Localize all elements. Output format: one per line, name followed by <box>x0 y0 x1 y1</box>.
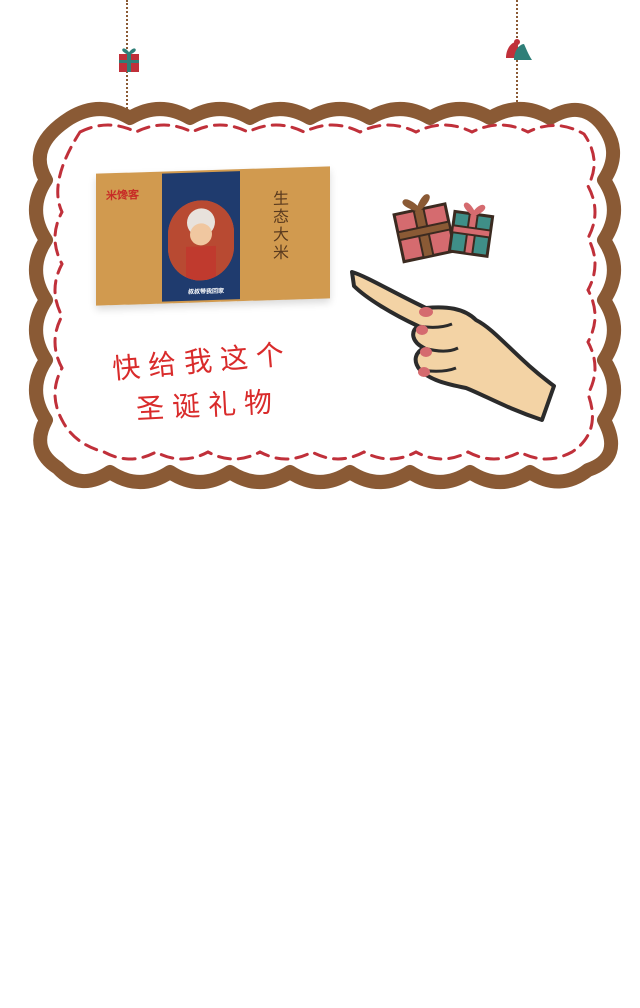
gift-box-icon <box>392 194 495 264</box>
pointing-hand-icon <box>350 270 556 422</box>
product-caption: 叔叔带我回家 <box>188 287 225 296</box>
gift-ornament-icon <box>119 48 139 72</box>
product-title: 生态大米 <box>270 189 289 263</box>
brand-logo: 米馋客 <box>106 188 139 203</box>
slogan-line-2: 圣诞礼物 <box>135 385 281 426</box>
child-photo <box>168 199 234 282</box>
rice-gift-box: 米馋客 生态大米 叔叔带我回家 <box>96 166 330 306</box>
bell-ornament-icon <box>506 39 532 60</box>
